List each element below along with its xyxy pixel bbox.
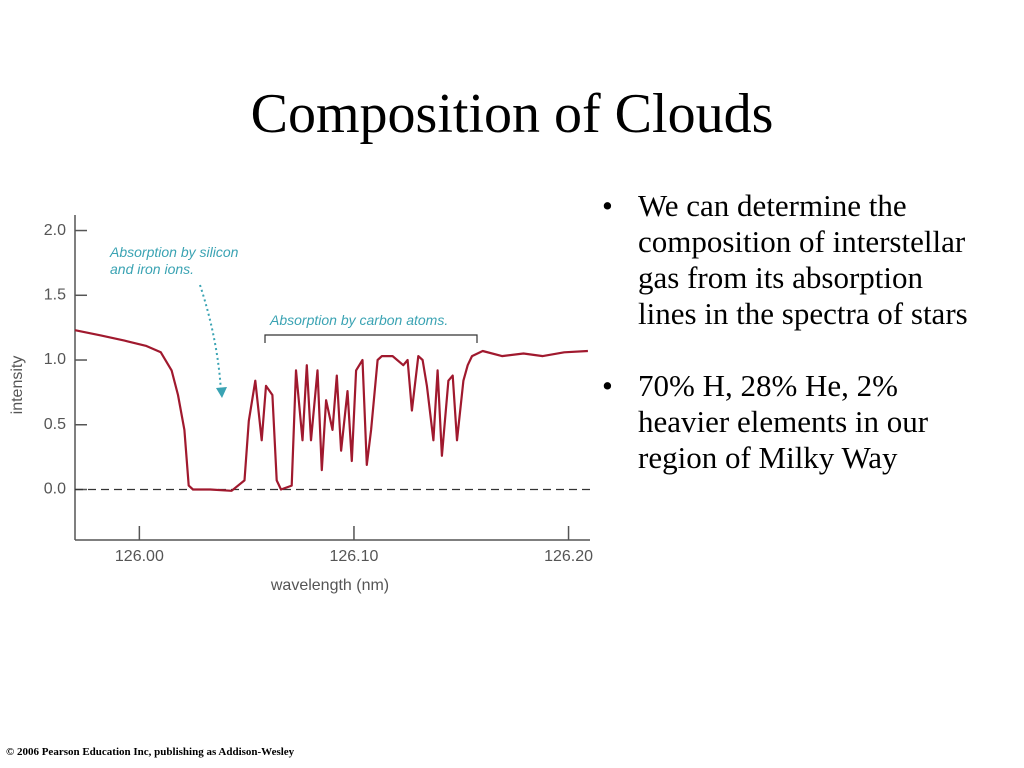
arrow-head [216, 387, 227, 398]
bullet-list: We can determine the composition of inte… [598, 188, 978, 512]
y-tick-label: 0.0 [44, 481, 66, 498]
bullet: 70% H, 28% He, 2% heavier elements in ou… [598, 368, 973, 476]
y-tick-label: 1.5 [44, 286, 66, 303]
slide-title: Composition of Clouds [250, 83, 774, 145]
y-tick-label: 2.0 [44, 222, 66, 239]
bullet: We can determine the composition of inte… [598, 188, 973, 332]
x-tick-label: 126.10 [329, 548, 378, 565]
y-tick-label: 1.0 [44, 351, 66, 368]
bracket [264, 334, 478, 343]
x-tick-label: 126.20 [544, 548, 593, 565]
y-tick-label: 0.5 [44, 416, 66, 433]
y-axis-label: intensity [9, 356, 26, 415]
arrow [199, 284, 222, 393]
x-axis-label: wavelength (nm) [270, 577, 389, 594]
x-tick-label: 126.00 [115, 548, 164, 565]
spectrum-line [74, 329, 588, 492]
annotation: Absorption by silicon and iron ions. [110, 244, 239, 277]
footer: © 2006 Pearson Education Inc, publishing… [6, 746, 295, 758]
annotation: Absorption by carbon atoms. [270, 312, 449, 328]
